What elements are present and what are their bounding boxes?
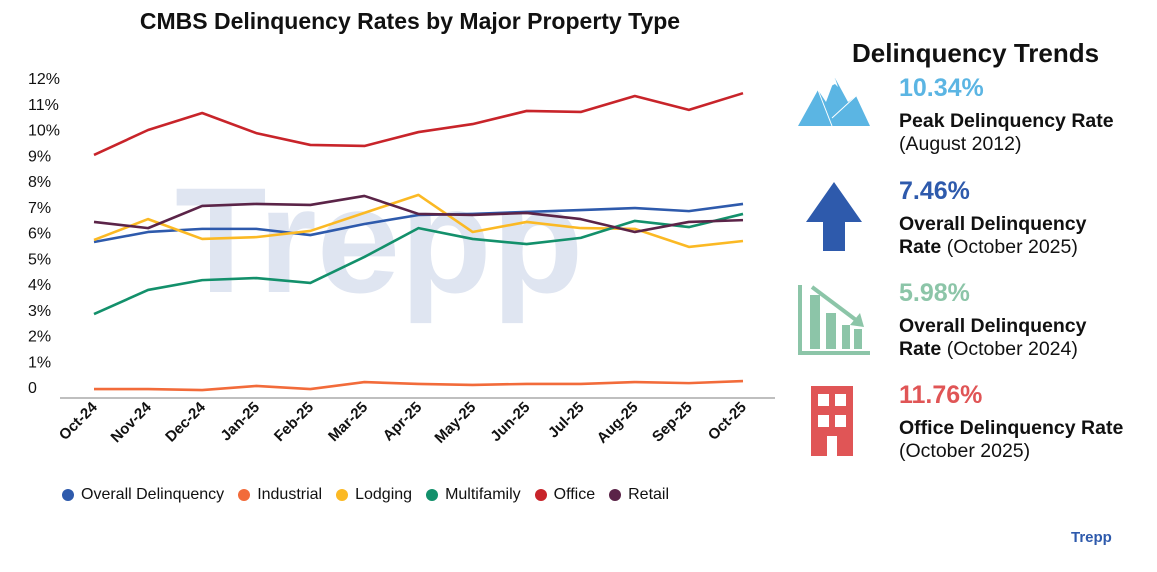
stat-sublabel: (October 2025) bbox=[899, 440, 1031, 462]
y-tick-label: 3% bbox=[28, 303, 51, 320]
stat-label-rate: Rate bbox=[899, 338, 942, 360]
stat-label-rate: Rate bbox=[899, 236, 942, 258]
legend-item-industrial: Industrial bbox=[238, 486, 322, 504]
x-tick-label: Oct-24 bbox=[56, 398, 101, 443]
brand-logo: Trepp bbox=[1071, 529, 1112, 546]
stat-sublabel: (August 2012) bbox=[899, 133, 1022, 155]
legend-item-office: Office bbox=[534, 486, 596, 504]
stat-label: Peak Delinquency Rate bbox=[899, 110, 1114, 132]
x-tick-label: Jan-25 bbox=[217, 399, 263, 445]
arrow-up-icon bbox=[806, 182, 862, 251]
y-tick-label: 0 bbox=[28, 380, 37, 397]
legend-label: Industrial bbox=[257, 486, 323, 503]
x-tick-label: Feb-25 bbox=[271, 399, 317, 445]
stat-label: Overall Delinquency bbox=[899, 213, 1087, 235]
stat-peak: 10.34% Peak Delinquency Rate (August 2012… bbox=[899, 74, 1114, 156]
y-tick-label: 2% bbox=[28, 329, 51, 346]
x-tick-label: May-25 bbox=[431, 399, 479, 447]
series-line-multifamily bbox=[93, 212, 744, 316]
stat-overall-2025: 7.46% Overall Delinquency Rate (October 2… bbox=[899, 177, 1087, 259]
y-tick-label: 8% bbox=[28, 174, 51, 191]
x-tick-label: Sep-25 bbox=[649, 399, 696, 446]
legend-label: Office bbox=[553, 486, 596, 503]
legend-item-lodging: Lodging bbox=[336, 486, 412, 504]
stat-value: 10.34% bbox=[899, 74, 984, 102]
legend-label: Lodging bbox=[355, 486, 413, 503]
stat-value: 5.98% bbox=[899, 279, 970, 307]
watermark: Trepp bbox=[175, 156, 583, 324]
legend-label: Overall Delinquency bbox=[81, 486, 225, 503]
legend-item-overall-delinquency: Overall Delinquency bbox=[62, 486, 224, 504]
legend-label: Retail bbox=[628, 486, 670, 503]
legend-label: Multifamily bbox=[445, 486, 521, 503]
legend-marker bbox=[62, 489, 74, 501]
line-chart: Trepp 0 1% 2% 3% 4% 5% 6% 7% 8% 9% 10% 11% 12% Oct-2… bbox=[28, 71, 775, 447]
legend-item-retail: Retail bbox=[609, 486, 669, 504]
y-tick-label: 12% bbox=[28, 71, 60, 88]
x-tick-label: Aug-25 bbox=[594, 399, 642, 447]
legend-marker bbox=[609, 489, 622, 501]
y-tick-label: 5% bbox=[28, 251, 51, 268]
series-line-office bbox=[93, 91, 744, 157]
x-tick-label: Oct-25 bbox=[705, 399, 750, 444]
stat-sublabel: (October 2024) bbox=[946, 338, 1078, 360]
x-tick-label: Dec-24 bbox=[162, 398, 209, 445]
y-tick-label: 10% bbox=[28, 123, 60, 140]
series-line-lodging bbox=[93, 193, 744, 249]
legend-item-multifamily: Multifamily bbox=[426, 486, 521, 504]
stat-office: 11.76% Office Delinquency Rate (October 2… bbox=[899, 381, 1123, 463]
y-tick-label: 1% bbox=[28, 354, 51, 371]
stat-label: Office Delinquency Rate bbox=[899, 417, 1124, 439]
x-tick-label: Jun-25 bbox=[487, 399, 533, 445]
x-tick-label: Apr-25 bbox=[380, 399, 426, 445]
y-tick-label: 9% bbox=[28, 148, 51, 165]
stat-overall-2024: 5.98% Overall Delinquency Rate (October 2… bbox=[899, 279, 1087, 361]
series-line-industrial bbox=[94, 379, 744, 392]
x-tick-label: Nov-24 bbox=[108, 398, 156, 446]
stat-sublabel: (October 2025) bbox=[946, 236, 1078, 258]
mountain-icon bbox=[798, 78, 870, 127]
legend: Overall Delinquency Industrial Lodging Mult… bbox=[62, 486, 669, 504]
series-line-retail bbox=[93, 194, 744, 234]
legend-marker bbox=[238, 489, 251, 501]
chart-title: CMBS Delinquency Rates by Major Property… bbox=[139, 8, 681, 34]
declining-bar-chart-icon bbox=[798, 285, 870, 355]
x-tick-label: Mar-25 bbox=[325, 399, 371, 445]
x-tick-label: Jul-25 bbox=[545, 399, 588, 442]
y-tick-label: 7% bbox=[28, 200, 51, 217]
y-tick-label: 4% bbox=[28, 277, 51, 294]
legend-marker bbox=[336, 489, 349, 501]
legend-marker bbox=[426, 489, 439, 501]
stat-value: 7.46% bbox=[899, 177, 970, 205]
stat-label: Overall Delinquency bbox=[899, 315, 1087, 337]
legend-marker bbox=[534, 489, 547, 501]
side-panel-title: Delinquency Trends bbox=[852, 38, 1100, 68]
y-tick-label: 11% bbox=[28, 97, 59, 114]
office-building-icon bbox=[811, 386, 853, 456]
stat-value: 11.76% bbox=[899, 381, 983, 409]
y-tick-label: 6% bbox=[28, 226, 51, 243]
